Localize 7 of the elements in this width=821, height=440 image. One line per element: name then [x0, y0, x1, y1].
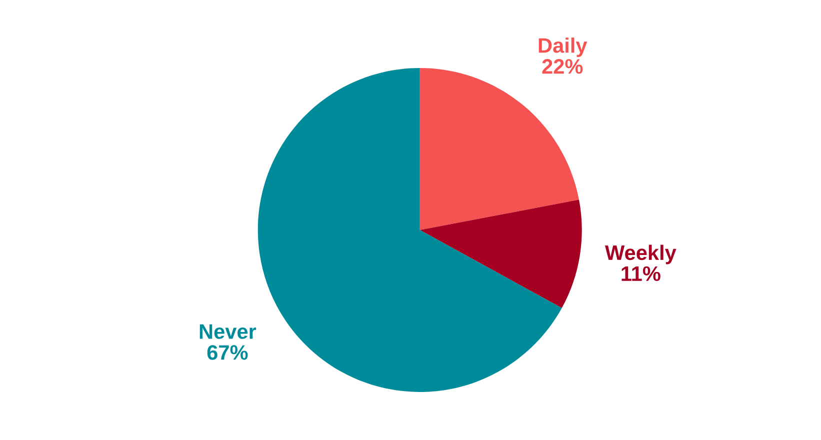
slice-label: Weekly: [604, 244, 676, 264]
data-label: 11%: [622, 266, 660, 281]
slice-label: Never: [200, 324, 256, 339]
data-label: 22%: [542, 59, 583, 74]
pie-slice: [420, 200, 582, 308]
slice-label: Daily: [538, 38, 588, 57]
data-label: 67%: [207, 345, 248, 360]
